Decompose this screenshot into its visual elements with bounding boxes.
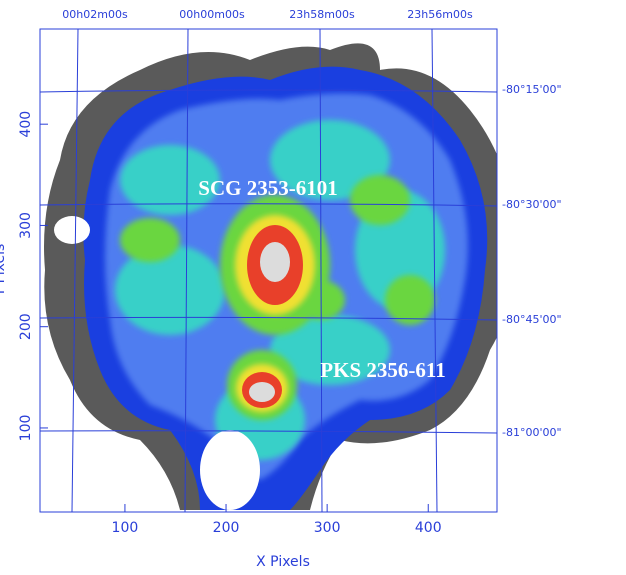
y-tick-label: 200 [18,313,34,340]
page: {"chart_data": {"type": "image", "xlabel… [0,0,626,571]
x-ray-image [40,29,516,512]
annotation: PKS 2356-611 [320,358,445,382]
dec-label: -80°30'00" [502,198,562,211]
y-axis-label: Y Pixels [0,244,8,298]
y-tick-label: 400 [18,111,34,138]
annotation: SCG 2353-6101 [198,176,337,200]
ra-label: 23h58m00s [289,8,355,21]
x-axis-label: X Pixels [256,554,310,570]
y-tick-label: 100 [18,415,34,442]
dec-label: -80°45'00" [502,313,562,326]
chart: SCG 2353-6101 PKS 2356-611 X Pixels Y Pi… [0,0,626,571]
ra-label: 00h02m00s [62,8,128,21]
y-tick-label: 300 [18,212,34,239]
ra-label: 23h56m00s [407,8,473,21]
x-tick-label: 400 [415,520,442,536]
dec-label: -81°00'00" [502,426,562,439]
ra-label: 00h00m00s [179,8,245,21]
x-tick-label: 300 [314,520,341,536]
dec-label: -80°15'00" [502,83,562,96]
x-tick-label: 200 [213,520,240,536]
x-tick-label: 100 [112,520,139,536]
